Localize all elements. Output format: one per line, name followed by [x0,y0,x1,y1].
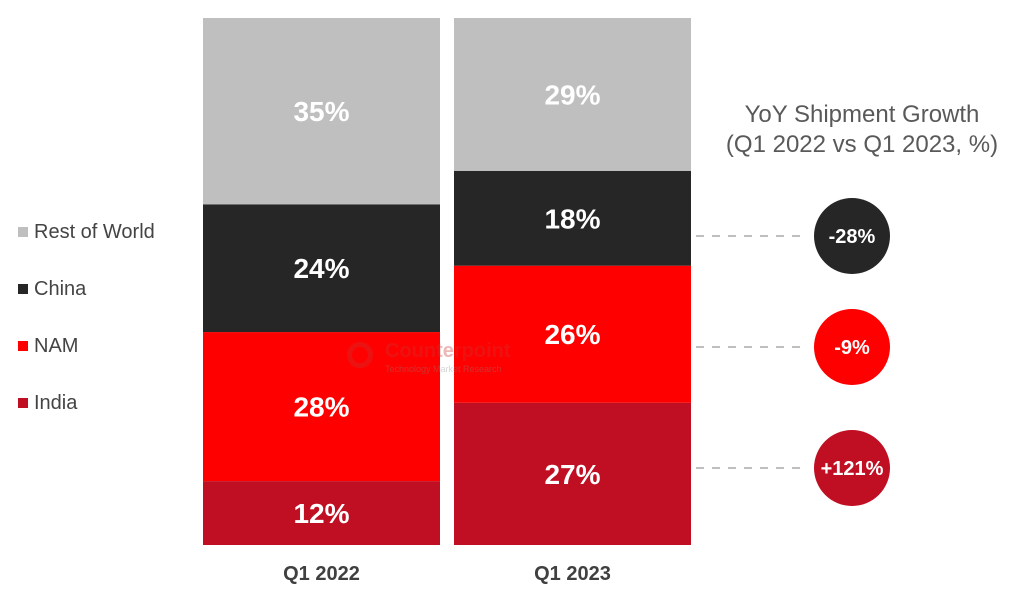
growth-title: YoY Shipment Growth (Q1 2022 vs Q1 2023,… [700,100,1024,160]
legend-label-nam: NAM [34,334,79,357]
bar-india-q1-2023 [454,402,691,545]
legend-label-rest-of-world: Rest of World [34,220,155,243]
data-label-rest-of-world-q1-2022: 35% [293,96,349,127]
legend-item-rest-of-world: Rest of World [18,220,155,243]
bar-nam-q1-2023 [454,265,691,403]
legend-item-nam: NAM [18,334,155,357]
data-label-nam-q1-2022: 28% [293,392,349,423]
bar-india-q1-2022 [203,481,440,545]
data-label-china-q1-2023: 18% [544,203,600,234]
legend-label-india: India [34,391,78,414]
growth-title-line-1: YoY Shipment Growth [744,101,980,128]
growth-label-nam: -9% [834,337,870,359]
growth-title-line-2: (Q1 2022 vs Q1 2023, %) [725,131,999,158]
data-label-india-q1-2022: 12% [293,498,349,529]
growth-bubble-china [814,198,890,274]
growth-bubble-india [814,430,890,506]
legend-swatch-nam [18,341,28,351]
bar-rest-of-world-q1-2022 [203,18,440,205]
data-label-india-q1-2023: 27% [544,459,600,490]
growth-label-china: -28% [829,226,876,248]
legend-item-china: China [18,277,155,300]
legend-swatch-china [18,284,28,294]
growth-bubble-nam [814,309,890,385]
x-tick-label-q1-2022: Q1 2022 [283,563,360,585]
legend-item-india: India [18,391,155,414]
data-label-nam-q1-2023: 26% [544,319,600,350]
data-label-china-q1-2022: 24% [293,253,349,284]
legend-swatch-india [18,398,28,408]
x-tick-label-q1-2023: Q1 2023 [534,563,611,585]
bar-china-q1-2022 [203,204,440,333]
data-label-rest-of-world-q1-2023: 29% [544,79,600,110]
bar-rest-of-world-q1-2023 [454,18,691,171]
growth-label-india: +121% [821,458,884,480]
bar-china-q1-2023 [454,170,691,266]
legend-swatch-rest-of-world [18,227,28,237]
bar-nam-q1-2022 [203,332,440,482]
chart-legend: Rest of World China NAM India [18,220,155,414]
legend-label-china: China [34,277,87,300]
